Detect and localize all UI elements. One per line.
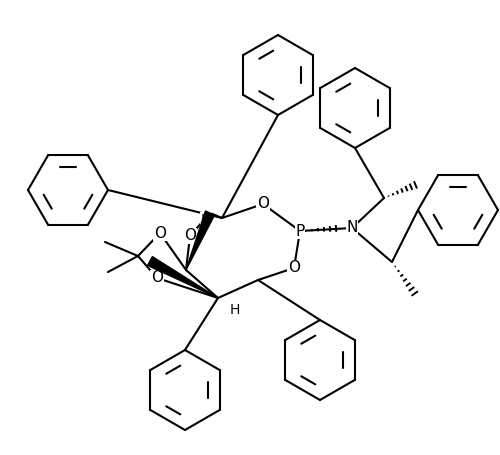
Text: H: H xyxy=(201,213,211,227)
Text: O: O xyxy=(154,226,166,241)
Polygon shape xyxy=(148,257,218,298)
Text: O: O xyxy=(288,261,300,275)
Text: N: N xyxy=(346,221,358,236)
Text: O: O xyxy=(151,271,163,285)
Text: O: O xyxy=(257,197,269,212)
Polygon shape xyxy=(186,211,214,270)
Text: O: O xyxy=(184,228,196,243)
Text: P: P xyxy=(296,223,304,238)
Text: H: H xyxy=(230,303,240,317)
